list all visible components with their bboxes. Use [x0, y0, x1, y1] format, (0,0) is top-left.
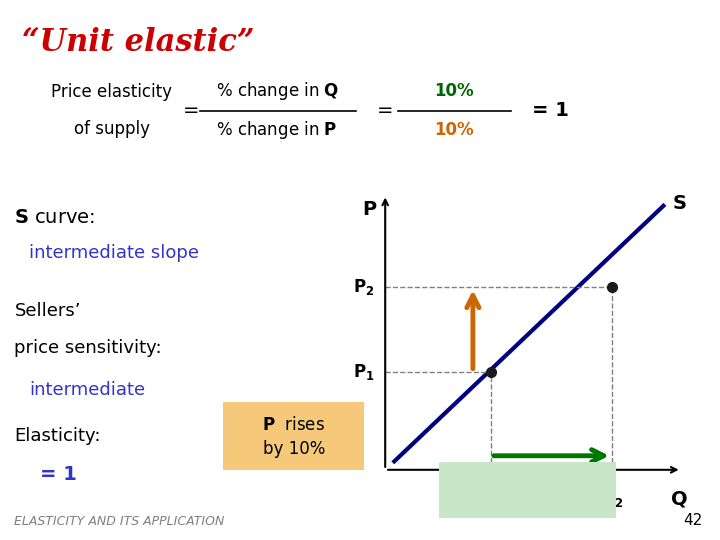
FancyBboxPatch shape: [223, 402, 364, 470]
Text: $\mathbf{Q}$: $\mathbf{Q}$: [670, 489, 688, 509]
Text: % change in $\mathbf{Q}$: % change in $\mathbf{Q}$: [215, 80, 339, 102]
Text: $\mathbf{Q_2}$: $\mathbf{Q_2}$: [600, 489, 624, 509]
Text: $\mathbf{P}$  rises: $\mathbf{P}$ rises: [262, 416, 325, 434]
Text: = 1: = 1: [532, 101, 570, 120]
Text: $\mathbf{P_2}$: $\mathbf{P_2}$: [354, 277, 374, 298]
Text: $\mathbf{P}$: $\mathbf{P}$: [362, 200, 378, 219]
Text: $\mathbf{Q_1}$: $\mathbf{Q_1}$: [480, 489, 503, 509]
Text: price sensitivity:: price sensitivity:: [14, 339, 162, 357]
Text: of supply: of supply: [73, 120, 150, 138]
Text: $\mathbf{S}$: $\mathbf{S}$: [672, 193, 687, 213]
Text: =: =: [377, 101, 393, 120]
Text: by 10%: by 10%: [498, 492, 560, 510]
Text: 10%: 10%: [433, 82, 474, 100]
Text: $\mathbf{P_1}$: $\mathbf{P_1}$: [353, 361, 374, 382]
Text: ELASTICITY AND ITS APPLICATION: ELASTICITY AND ITS APPLICATION: [14, 515, 225, 528]
Text: by 10%: by 10%: [263, 440, 325, 458]
Text: Sellers’: Sellers’: [14, 302, 81, 320]
Text: intermediate: intermediate: [29, 381, 145, 399]
Text: =: =: [183, 101, 199, 120]
Text: Price elasticity: Price elasticity: [51, 83, 172, 102]
Text: = 1: = 1: [40, 465, 76, 484]
Text: 10%: 10%: [433, 121, 474, 139]
Text: 42: 42: [683, 513, 702, 528]
Text: $\mathbf{S}$ curve:: $\mathbf{S}$ curve:: [14, 208, 96, 227]
Text: intermediate slope: intermediate slope: [29, 244, 199, 262]
Text: % change in $\mathbf{P}$: % change in $\mathbf{P}$: [217, 119, 338, 141]
Text: $\mathbf{Q}$  rises: $\mathbf{Q}$ rises: [497, 466, 562, 487]
Text: “Unit elastic”: “Unit elastic”: [22, 27, 254, 58]
Text: Elasticity:: Elasticity:: [14, 427, 101, 444]
